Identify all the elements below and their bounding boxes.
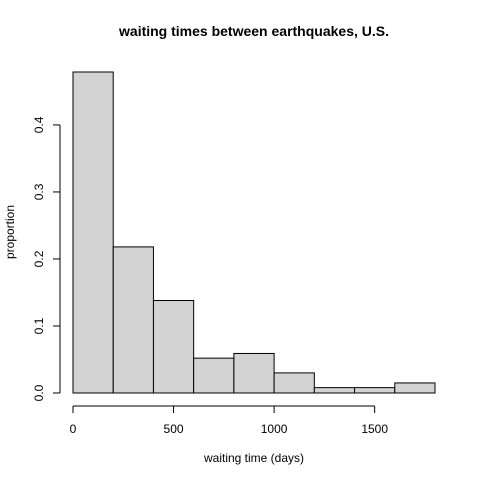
x-axis: 0 500 1000 1500 [70,405,388,436]
x-axis-label: waiting time (days) [203,451,304,465]
x-tick-label: 500 [164,422,184,436]
y-axis-label: proportion [3,205,17,259]
x-tick-label: 1000 [261,422,288,436]
y-tick-label: 0.1 [32,317,46,334]
y-tick-label: 0.0 [32,384,46,401]
histogram-bar [152,300,195,394]
histogram-bar [72,71,114,394]
histogram-bar [313,387,356,394]
x-tick-label: 0 [70,422,77,436]
x-tick-label: 1500 [361,422,388,436]
histogram-bar [354,387,396,394]
histogram-bar [112,246,154,394]
histogram-bar [394,382,436,394]
chart-title: waiting times between earthquakes, U.S. [118,23,389,39]
y-tick-label: 0.2 [32,250,46,267]
y-tick-label: 0.4 [32,116,46,133]
histogram-bar [193,357,235,394]
histogram-bar [273,372,315,394]
bars-group [72,71,436,394]
histogram-bar [233,352,275,394]
y-axis: 0.0 0.1 0.2 0.3 0.4 [32,116,61,401]
y-tick-label: 0.3 [32,183,46,200]
